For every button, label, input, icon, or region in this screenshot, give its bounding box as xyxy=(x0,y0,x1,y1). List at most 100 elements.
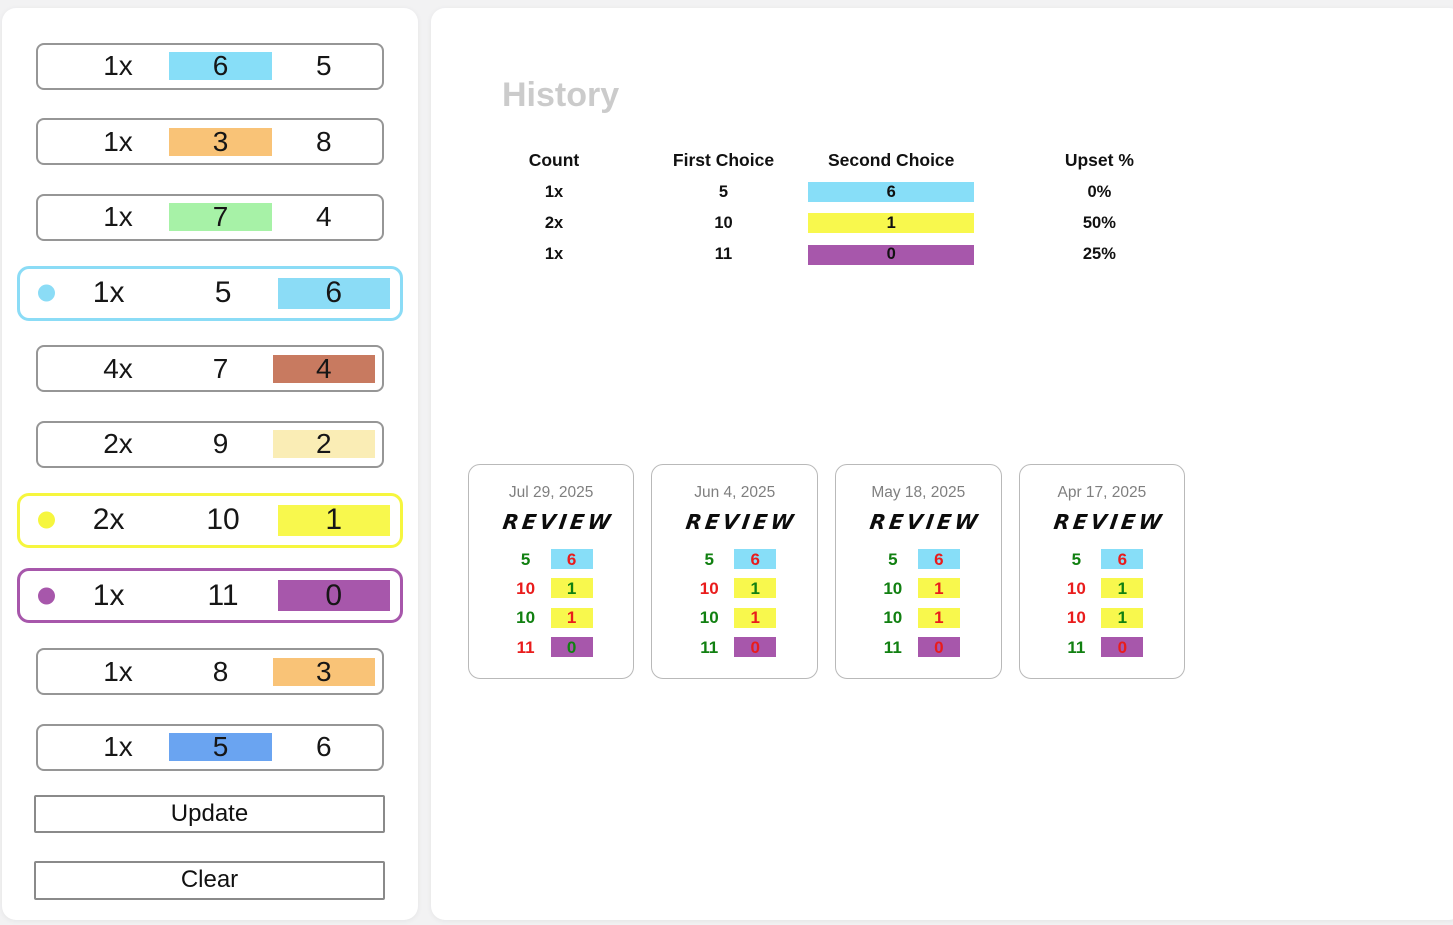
row-first-choice: 10 xyxy=(206,503,240,537)
history-upset-percent: 25% xyxy=(1082,245,1116,264)
row-first-choice: 8 xyxy=(212,655,229,687)
card-second-choice-chip: 6 xyxy=(1101,549,1144,570)
history-second-choice-cell: 0 xyxy=(808,239,975,270)
history-col-header: Count xyxy=(528,150,580,171)
card-second-choice-chip: 1 xyxy=(734,578,777,599)
row-count: 1x xyxy=(92,578,125,612)
history-second-choice-chip: 6 xyxy=(808,182,975,203)
card-row: 10 1 xyxy=(836,607,1001,628)
card-row: 10 1 xyxy=(469,607,634,628)
choice-row[interactable]: 1x 8 3 xyxy=(36,648,384,695)
card-row-list: 5 6 10 1 10 1 11 0 xyxy=(836,549,1001,666)
choice-row[interactable]: 2x 9 2 xyxy=(36,420,384,468)
card-first-choice: 5 xyxy=(888,549,898,569)
card-first-choice: 5 xyxy=(1071,549,1082,569)
choice-row[interactable]: 1x 5 6 xyxy=(36,723,384,771)
history-card: Jun 4, 2025 REVIEW 5 6 10 1 10 1 11 0 xyxy=(651,463,819,680)
card-first-choice: 11 xyxy=(1067,637,1086,657)
history-col-header: Second Choice xyxy=(827,150,955,171)
card-date: Jun 4, 2025 xyxy=(694,483,776,501)
card-row: 10 1 xyxy=(836,578,1001,599)
card-date: Jul 29, 2025 xyxy=(508,483,594,501)
choice-row-slot: 1x 11 0 xyxy=(17,568,403,624)
choice-row[interactable]: 1x 5 6 xyxy=(17,265,403,321)
row-first-choice: 5 xyxy=(169,733,272,762)
selected-dot xyxy=(37,284,55,302)
review-logo: REVIEW xyxy=(501,509,616,534)
history-second-choice-cell: 1 xyxy=(808,208,975,239)
card-first-choice: 10 xyxy=(1066,578,1086,598)
history-second-choice-cell: 6 xyxy=(808,176,975,207)
history-card: Jul 29, 2025 REVIEW 5 6 10 1 10 1 11 0 xyxy=(467,463,635,680)
history-count: 2x xyxy=(544,213,564,232)
history-summary-table: Count First Choice Second Choice Upset % 1x 5… xyxy=(469,145,1224,271)
history-card: May 18, 2025 REVIEW 5 6 10 1 10 1 11 0 xyxy=(834,463,1002,680)
card-first-choice: 10 xyxy=(883,608,903,628)
row-second-choice: 5 xyxy=(316,50,332,81)
row-second-choice: 4 xyxy=(316,201,332,233)
card-first-choice: 5 xyxy=(704,549,714,569)
card-first-choice: 10 xyxy=(883,578,903,598)
clear-button[interactable]: Clear xyxy=(34,860,385,900)
choice-row[interactable]: 1x 6 5 xyxy=(36,42,384,90)
choice-row-slot: 1x 6 5 xyxy=(36,42,384,90)
card-row-list: 5 6 10 1 10 1 11 0 xyxy=(1020,549,1185,666)
choice-row-slot: 1x 5 6 xyxy=(17,265,403,321)
card-row: 10 1 xyxy=(1020,607,1185,628)
choice-row-slot: 1x 7 4 xyxy=(36,193,384,241)
history-count: 1x xyxy=(544,245,564,264)
row-second-choice: 6 xyxy=(316,731,332,763)
choice-row[interactable]: 4x 7 4 xyxy=(36,345,384,393)
card-second-choice-chip: 0 xyxy=(550,637,593,658)
row-first-choice: 5 xyxy=(214,276,232,310)
card-row: 11 0 xyxy=(836,637,1001,658)
choice-row[interactable]: 1x 11 0 xyxy=(17,568,403,624)
choice-row[interactable]: 1x 7 4 xyxy=(36,193,384,241)
row-first-choice: 6 xyxy=(169,52,272,80)
card-date: Apr 17, 2025 xyxy=(1057,483,1147,501)
choice-row-slot: 1x 3 8 xyxy=(36,118,384,166)
row-count: 1x xyxy=(103,125,133,157)
row-count: 2x xyxy=(92,503,125,537)
history-col-header: First Choice xyxy=(672,150,775,171)
card-second-choice-chip: 1 xyxy=(1101,607,1144,628)
choice-row-slot: 1x 8 3 xyxy=(36,648,384,695)
history-upset-percent: 50% xyxy=(1082,213,1116,232)
card-second-choice-chip: 6 xyxy=(734,549,777,570)
card-row: 10 1 xyxy=(652,578,817,599)
row-count: 2x xyxy=(103,428,133,460)
row-first-choice: 11 xyxy=(207,578,239,612)
row-second-choice: 4 xyxy=(272,354,375,383)
card-first-choice: 11 xyxy=(700,637,719,657)
update-button[interactable]: Update xyxy=(34,795,385,833)
row-count: 1x xyxy=(103,201,133,233)
card-second-choice-chip: 1 xyxy=(734,607,777,628)
card-first-choice: 11 xyxy=(883,637,902,657)
row-count: 4x xyxy=(103,352,133,384)
history-first-choice: 5 xyxy=(718,182,729,201)
card-first-choice: 11 xyxy=(516,637,535,657)
row-second-choice: 6 xyxy=(278,277,390,309)
card-second-choice-chip: 0 xyxy=(1101,637,1144,658)
card-first-choice: 10 xyxy=(516,608,536,628)
row-second-choice: 0 xyxy=(278,580,390,612)
row-count: 1x xyxy=(92,276,125,310)
card-second-choice-chip: 6 xyxy=(917,549,960,570)
choice-row-slot: 1x 5 6 xyxy=(36,723,384,771)
history-second-choice-chip: 0 xyxy=(808,244,975,265)
history-first-choice: 11 xyxy=(714,245,733,264)
choice-row[interactable]: 1x 3 8 xyxy=(36,118,384,166)
card-row-list: 5 6 10 1 10 1 11 0 xyxy=(652,549,817,666)
card-row: 10 1 xyxy=(652,607,817,628)
row-second-choice: 3 xyxy=(272,657,375,686)
card-second-choice-chip: 0 xyxy=(734,637,777,658)
page-title: History xyxy=(502,75,620,114)
card-second-choice-chip: 6 xyxy=(550,549,593,570)
sidebar-panel: 1x 6 5 1x 3 8 1x 7 4 1x 5 6 4x 7 4 2x 9 2 2x 10 1 1x 11 0 1x 8 3 1x… xyxy=(2,8,418,920)
card-row: 11 0 xyxy=(1020,637,1185,658)
selected-dot xyxy=(37,587,55,605)
choice-row[interactable]: 2x 10 1 xyxy=(17,492,403,548)
